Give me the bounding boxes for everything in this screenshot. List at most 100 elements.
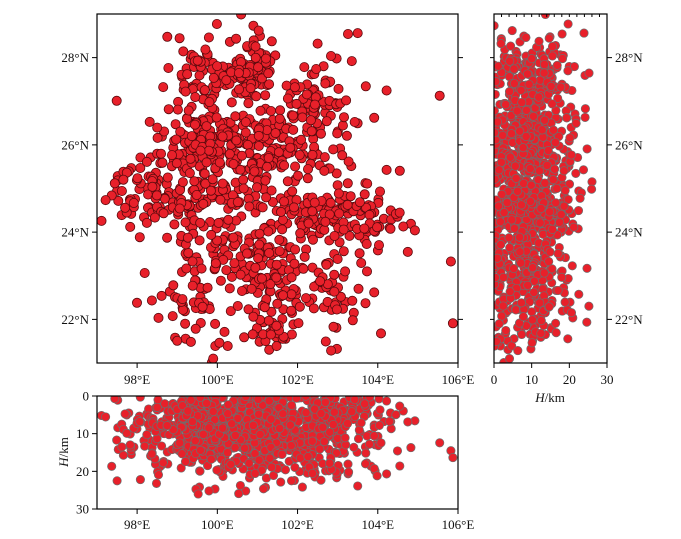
map-x-tick-label: 100°E: [201, 372, 234, 387]
latitude-depth-point: [529, 287, 539, 297]
latitude-depth-point: [515, 247, 525, 257]
latitude-depth-point: [519, 178, 529, 189]
map-event-point: [153, 312, 164, 323]
longitude-depth-point: [320, 397, 330, 407]
latitude-depth-point: [563, 334, 573, 344]
latitude-depth-point: [494, 253, 502, 263]
map-event-point: [195, 217, 206, 228]
map-event-point: [346, 56, 357, 67]
map-event-point: [230, 111, 241, 122]
latitude-depth-point: [527, 54, 537, 64]
longitude-depth-point: [349, 442, 359, 452]
map-event-point: [337, 150, 348, 161]
latitude-depth-point: [545, 247, 555, 257]
longitude-depth-point: [307, 468, 318, 478]
map-event-point: [191, 189, 202, 200]
latitude-depth-point: [518, 143, 528, 153]
map-event-point: [334, 208, 345, 219]
longitude-depth-point: [286, 441, 296, 451]
map-event-point: [361, 238, 372, 249]
latitude-depth-point: [557, 29, 567, 39]
latitude-depth-point: [523, 280, 533, 290]
map-event-point: [372, 222, 383, 233]
map-event-point: [243, 304, 254, 315]
map-event-point: [359, 189, 370, 200]
longitude-depth-point: [266, 414, 276, 424]
map-event-point: [175, 126, 186, 137]
latitude-depth-point: [534, 92, 544, 102]
longitude-depth-point: [142, 430, 152, 440]
map-event-point: [189, 119, 200, 130]
map-event-point: [286, 329, 297, 340]
longitude-depth-point: [226, 459, 236, 469]
map-event-point: [195, 145, 206, 156]
latitude-depth-x-label-unit: /km: [545, 390, 565, 405]
map-event-point: [299, 251, 310, 262]
latitude-depth-point: [509, 263, 519, 274]
latitude-depth-point: [512, 106, 522, 116]
longitude-depth-point: [162, 421, 172, 431]
map-event-point: [213, 217, 224, 228]
map-event-point: [332, 180, 343, 191]
map-event-point: [329, 286, 340, 297]
longitude-depth-point: [135, 396, 145, 402]
map-event-point: [111, 95, 122, 106]
map-event-point: [97, 215, 107, 226]
longitude-depth-point: [222, 448, 233, 458]
map-event-point: [294, 149, 305, 160]
longitude-depth-point: [353, 481, 363, 491]
map-event-point: [181, 263, 192, 274]
latitude-depth-point: [575, 193, 585, 203]
map-event-point: [302, 164, 313, 175]
longitude-depth-y-tick-label: 10: [76, 426, 89, 441]
longitude-depth-point: [180, 457, 191, 467]
longitude-depth-point: [375, 405, 385, 415]
map-event-point: [246, 283, 257, 294]
map-event-point: [240, 117, 251, 128]
map-y-tick-label: 26°N: [61, 137, 89, 152]
map-event-point: [221, 265, 232, 276]
latitude-depth-point: [552, 183, 562, 194]
longitude-depth-point: [287, 400, 297, 410]
latitude-depth-point: [535, 298, 545, 308]
latitude-depth-point: [527, 338, 537, 348]
map-event-point: [152, 132, 163, 143]
latitude-depth-point: [534, 166, 545, 176]
map-event-point: [321, 116, 332, 127]
longitude-depth-point: [187, 417, 198, 427]
map-event-point: [270, 128, 281, 139]
latitude-depth-point: [556, 209, 566, 220]
longitude-depth-point: [140, 441, 150, 451]
longitude-depth-point: [275, 423, 285, 433]
map-event-point: [369, 112, 380, 123]
latitude-depth-point: [551, 198, 561, 208]
map-event-point: [199, 168, 210, 179]
longitude-depth-point: [152, 402, 162, 412]
longitude-depth-x-tick-label: 102°E: [281, 517, 314, 532]
longitude-depth-point: [195, 396, 205, 402]
latitude-depth-point: [582, 317, 592, 327]
longitude-depth-point: [254, 409, 264, 419]
longitude-depth-y-axis-label: H/km: [56, 437, 71, 468]
longitude-depth-point: [285, 420, 295, 430]
map-event-point: [291, 98, 302, 109]
longitude-depth-point: [230, 430, 240, 441]
map-event-point: [139, 267, 150, 278]
map-event-point: [251, 182, 262, 193]
longitude-depth-x-tick-label: 100°E: [201, 517, 234, 532]
map-event-point: [315, 128, 326, 139]
map-event-point: [185, 336, 196, 347]
latitude-depth-point: [494, 319, 504, 329]
latitude-depth-point: [582, 144, 592, 154]
map-event-point: [170, 119, 181, 130]
map-event-point: [305, 115, 316, 126]
map-event-point: [274, 246, 285, 257]
map-event-point: [187, 280, 198, 291]
longitude-depth-panel: 98°E 100°E 102°E 104°E 106°E 0 10 20 30 H/km: [56, 389, 474, 533]
map-event-point: [174, 33, 185, 44]
map-event-point: [289, 82, 300, 93]
longitude-depth-point: [218, 423, 228, 433]
map-event-point: [264, 247, 275, 258]
map-event-point: [301, 89, 312, 100]
